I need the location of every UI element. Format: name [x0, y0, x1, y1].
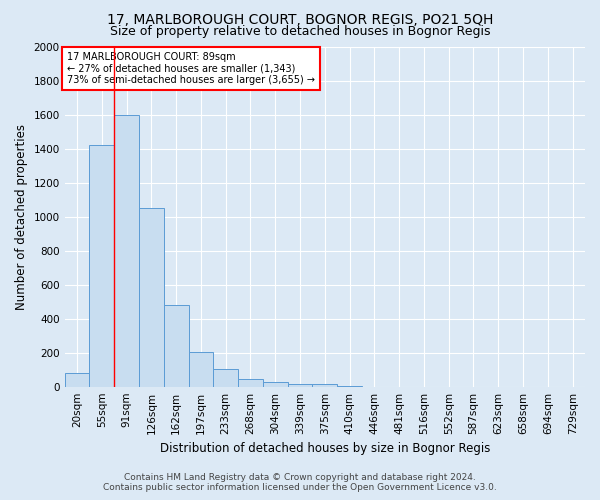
Text: 17, MARLBOROUGH COURT, BOGNOR REGIS, PO21 5QH: 17, MARLBOROUGH COURT, BOGNOR REGIS, PO2…	[107, 12, 493, 26]
Bar	[114, 114, 139, 386]
Bar	[164, 305, 188, 386]
Y-axis label: Number of detached properties: Number of detached properties	[15, 124, 28, 310]
Bar	[65, 373, 89, 386]
Bar	[238, 379, 263, 386]
Text: 17 MARLBOROUGH COURT: 89sqm
← 27% of detached houses are smaller (1,343)
73% of : 17 MARLBOROUGH COURT: 89sqm ← 27% of det…	[67, 52, 315, 85]
Bar	[287, 384, 313, 386]
Text: Contains HM Land Registry data © Crown copyright and database right 2024.
Contai: Contains HM Land Registry data © Crown c…	[103, 473, 497, 492]
Bar	[139, 208, 164, 386]
Bar	[263, 382, 287, 386]
Bar	[89, 145, 114, 386]
Bar	[313, 384, 337, 386]
X-axis label: Distribution of detached houses by size in Bognor Regis: Distribution of detached houses by size …	[160, 442, 490, 455]
Text: Size of property relative to detached houses in Bognor Regis: Size of property relative to detached ho…	[110, 25, 490, 38]
Bar	[188, 352, 214, 386]
Bar	[214, 369, 238, 386]
